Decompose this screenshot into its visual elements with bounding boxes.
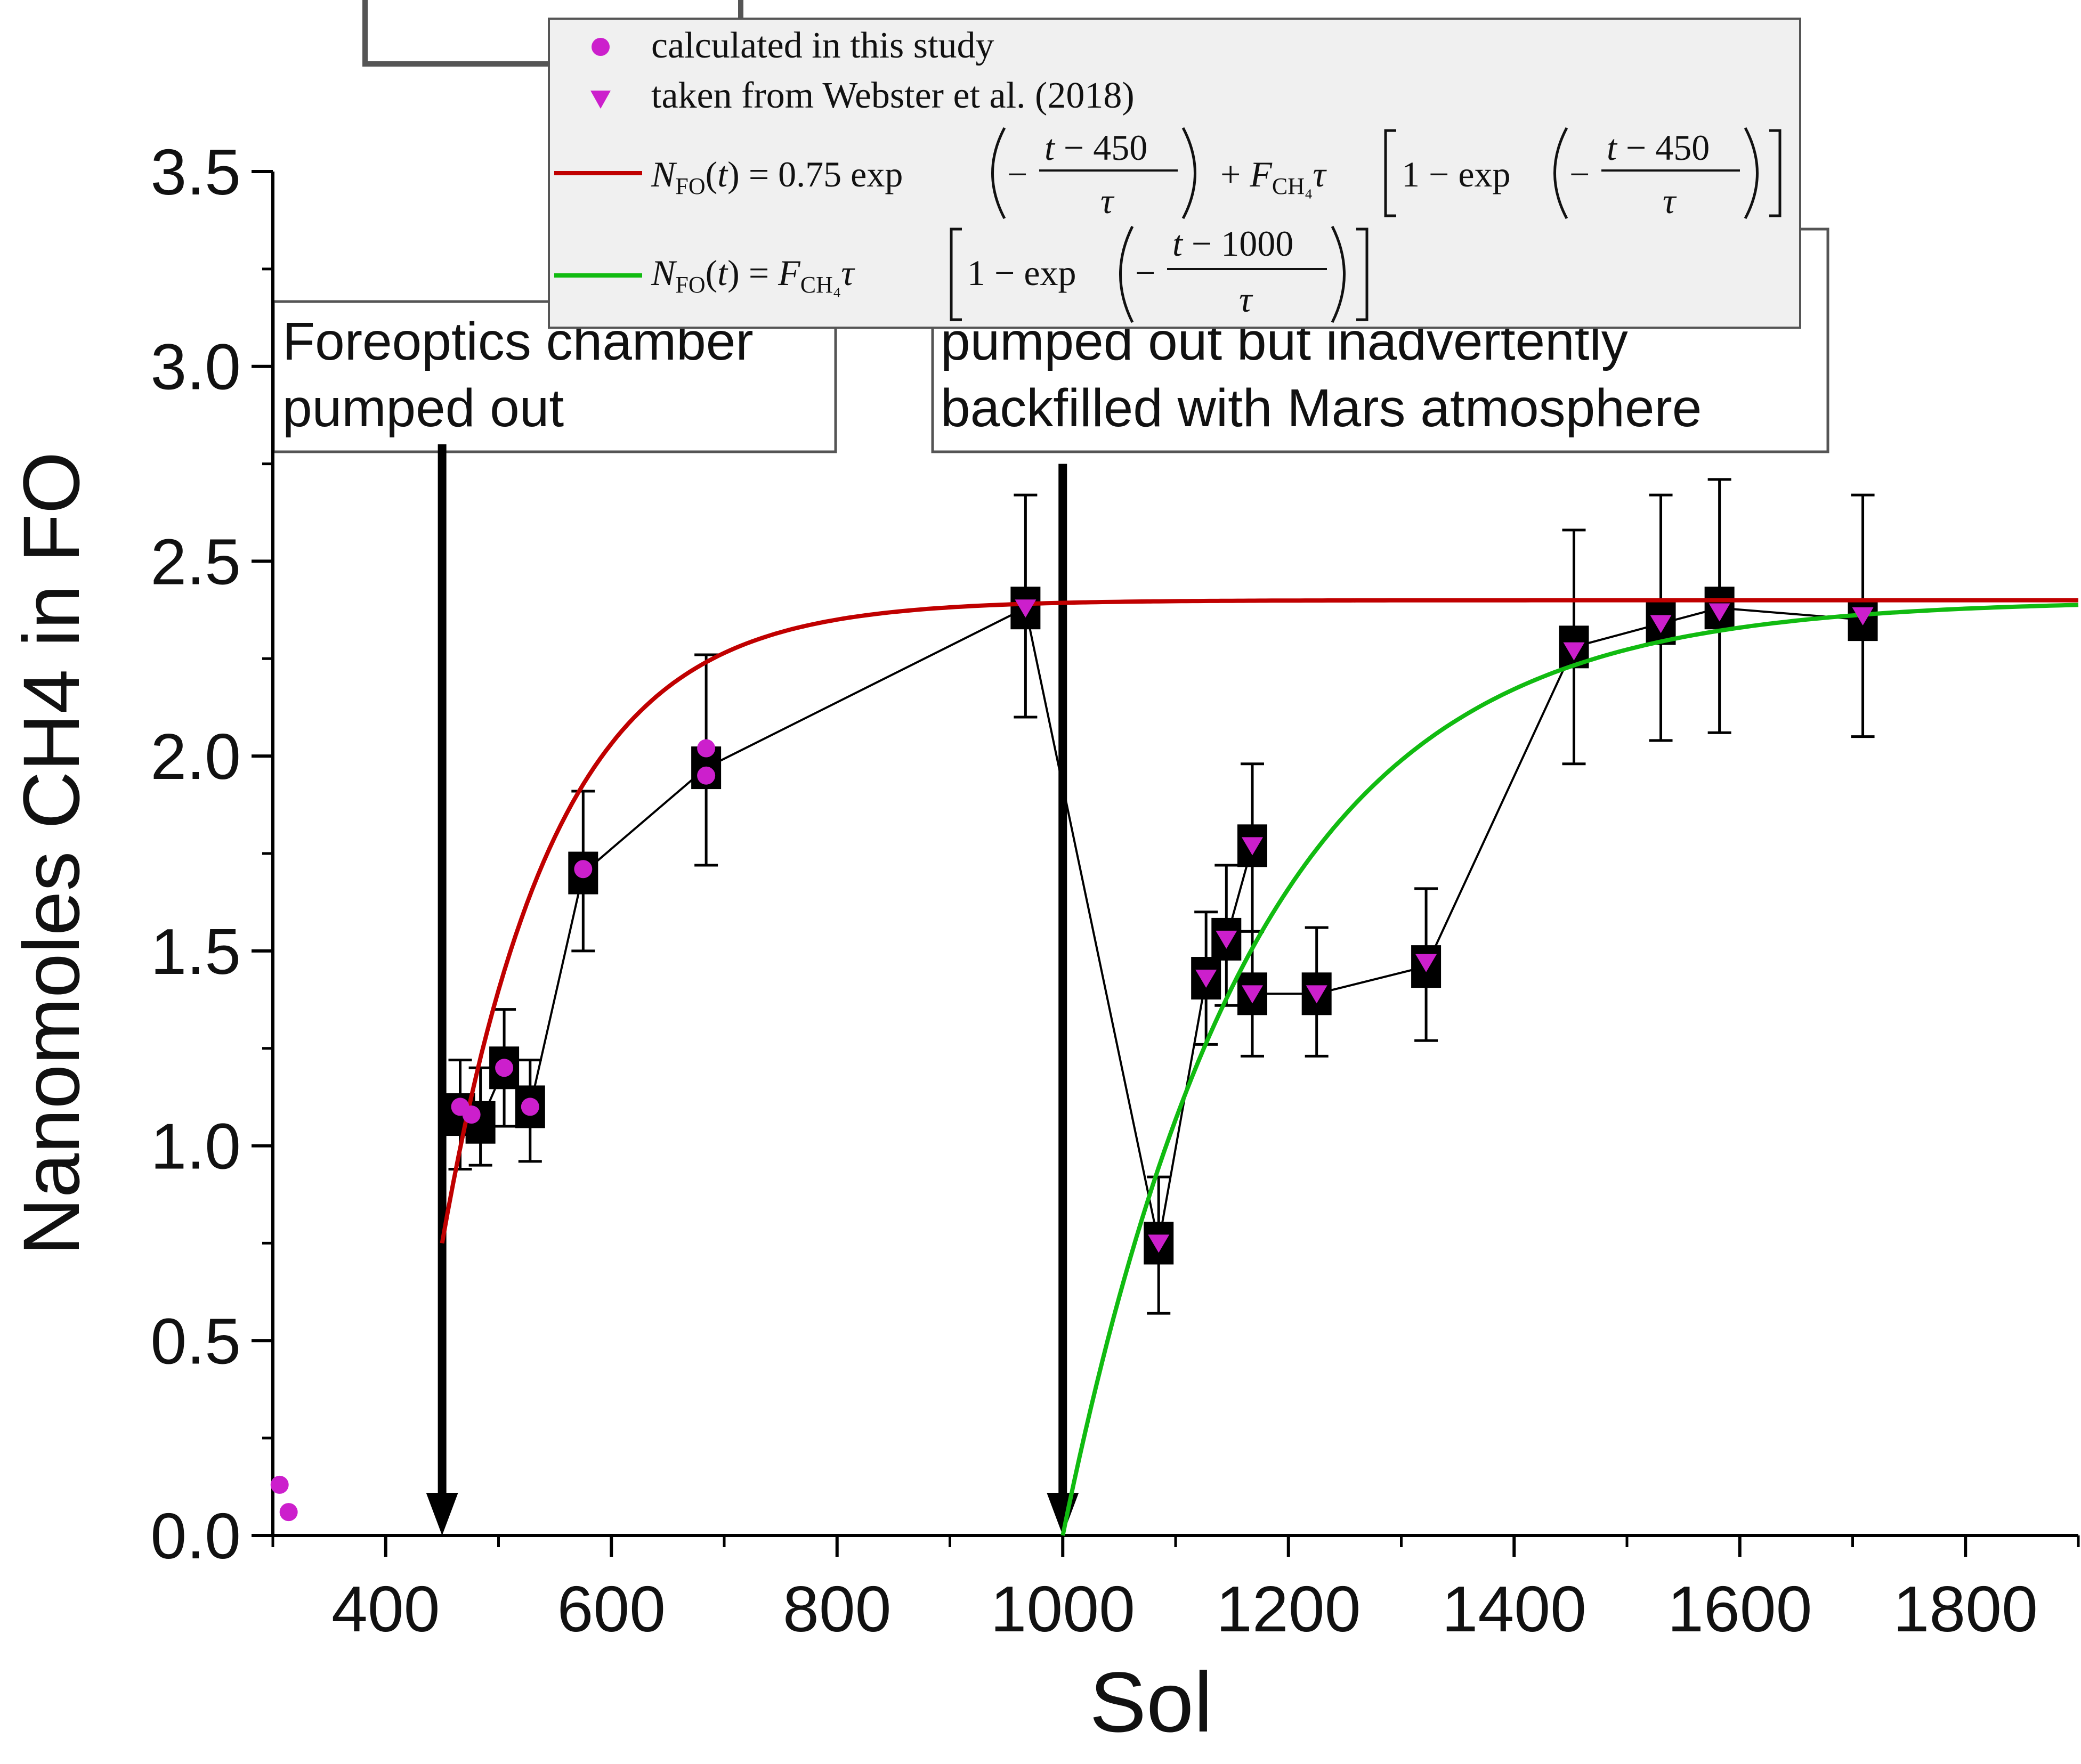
webster-point xyxy=(1241,837,1263,856)
x-tick-label: 1600 xyxy=(1667,1573,1812,1645)
webster-point xyxy=(1563,642,1585,661)
legend-label-webster: taken from Webster et al. (2018) xyxy=(651,75,1135,116)
svg-text:t − 450: t − 450 xyxy=(1607,127,1710,168)
red-fit-curve xyxy=(440,598,2078,1244)
svg-text:NFO(t) = 0.75 exp: NFO(t) = 0.75 exp xyxy=(651,154,903,199)
y-tick-label: 3.5 xyxy=(150,136,241,208)
x-tick-label: 400 xyxy=(331,1573,440,1645)
webster-point xyxy=(1015,599,1037,618)
x-tick-label: 1400 xyxy=(1442,1573,1586,1645)
legend-label-calculated: calculated in this study xyxy=(651,25,994,66)
y-tick-label: 2.5 xyxy=(150,525,241,598)
x-axis: 400 600 800 1000 1200 1400 1600 1800 xyxy=(271,1534,2080,1645)
y-axis-title: Nanomoles CH4 in FO xyxy=(6,452,96,1256)
annotation-right-line-2: backfilled with Mars atmosphere xyxy=(941,378,1702,438)
calculated-point xyxy=(697,739,716,758)
svg-text:−: − xyxy=(1569,154,1590,194)
webster-point xyxy=(1216,930,1237,949)
webster-point xyxy=(1708,603,1730,622)
x-axis-title: Sol xyxy=(1089,1654,1212,1750)
connector-line xyxy=(459,606,1863,1243)
svg-text:t − 450: t − 450 xyxy=(1044,127,1147,168)
x-tick-label: 1200 xyxy=(1216,1573,1361,1645)
svg-text:τ: τ xyxy=(1100,181,1115,221)
svg-text:t − 1000: t − 1000 xyxy=(1172,223,1293,264)
webster-point xyxy=(1650,615,1672,633)
svg-text:τ: τ xyxy=(1239,279,1253,320)
legend-formula-green: NFO(t) = FCH₄τ 1 − exp − t − 1000 τ xyxy=(651,223,1369,323)
svg-text:−: − xyxy=(1007,154,1027,194)
calculated-point xyxy=(521,1098,539,1116)
webster-point xyxy=(1852,607,1874,625)
x-tick-label: 1800 xyxy=(1893,1573,2038,1645)
svg-text:τ: τ xyxy=(1663,181,1677,221)
legend: calculated in this study taken from Webs… xyxy=(548,18,1801,329)
green-fit-curve xyxy=(1060,603,2079,1536)
legend-box xyxy=(548,18,1801,329)
y-tick-label: 1.5 xyxy=(150,915,241,988)
webster-point xyxy=(1241,985,1263,1004)
y-tick-label: 2.0 xyxy=(150,720,241,793)
x-tick-label: 600 xyxy=(557,1573,666,1645)
y-axis: 0.0 0.5 1.0 1.5 2.0 2.5 3.0 3.5 xyxy=(150,136,274,1572)
legend-circle-marker xyxy=(592,38,610,56)
webster-point xyxy=(1306,985,1327,1004)
x-tick-label: 1000 xyxy=(991,1573,1135,1645)
plot-layer xyxy=(270,444,2079,1536)
y-tick-label: 3.0 xyxy=(150,331,241,403)
calculated-point xyxy=(697,766,716,785)
svg-text:−: − xyxy=(1135,253,1155,293)
svg-text:NFO(t) = FCH₄τ: NFO(t) = FCH₄τ xyxy=(651,253,855,298)
y-tick-label: 0.0 xyxy=(150,1500,241,1572)
webster-point xyxy=(1148,1234,1170,1253)
webster-point xyxy=(1415,954,1437,972)
legend-triangle-marker xyxy=(590,91,611,109)
y-tick-label: 0.5 xyxy=(150,1305,241,1377)
annotation-left-line-2: pumped out xyxy=(282,378,564,438)
x-tick-label: 800 xyxy=(783,1573,892,1645)
webster-point xyxy=(1195,970,1217,988)
calculated-point xyxy=(495,1059,514,1077)
calculated-point xyxy=(270,1475,289,1494)
svg-text:1 − exp: 1 − exp xyxy=(1402,154,1511,194)
calculated-point xyxy=(574,860,593,879)
svg-text:1 − exp: 1 − exp xyxy=(967,253,1076,293)
event-arrow-head xyxy=(426,1493,458,1535)
calculated-point xyxy=(279,1503,298,1522)
calculated-point xyxy=(462,1105,481,1124)
y-tick-label: 1.0 xyxy=(150,1110,241,1183)
